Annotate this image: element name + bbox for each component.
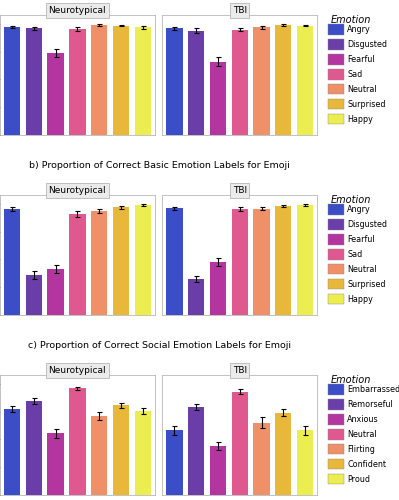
Bar (47, 53, 64, 135)
FancyBboxPatch shape (328, 39, 344, 50)
Bar (26, 401, 42, 495)
Bar (91, 25, 107, 135)
Bar (275, 25, 292, 135)
Bar (134, 411, 151, 495)
FancyBboxPatch shape (328, 114, 344, 124)
FancyBboxPatch shape (328, 24, 344, 34)
Bar (134, 205, 151, 315)
Text: Disgusted: Disgusted (347, 40, 387, 49)
FancyBboxPatch shape (328, 264, 344, 274)
Text: c) Proportion of Correct Social Emotion Labels for Emoji: c) Proportion of Correct Social Emotion … (28, 341, 291, 350)
FancyBboxPatch shape (328, 384, 344, 394)
Bar (253, 208, 270, 315)
FancyBboxPatch shape (328, 474, 344, 484)
Bar (297, 430, 313, 495)
FancyBboxPatch shape (328, 279, 344, 289)
Text: Fearful: Fearful (347, 235, 375, 244)
Bar (188, 30, 204, 135)
Bar (113, 405, 129, 495)
Text: Neutral: Neutral (347, 264, 377, 274)
Bar (4, 409, 20, 495)
Text: Proud: Proud (347, 474, 370, 484)
FancyBboxPatch shape (328, 429, 344, 440)
Text: Angry: Angry (347, 25, 371, 34)
Bar (47, 434, 64, 495)
Bar (275, 206, 292, 315)
Bar (231, 392, 248, 495)
Text: Flirting: Flirting (347, 444, 375, 454)
FancyBboxPatch shape (328, 414, 344, 424)
Text: Angry: Angry (347, 205, 371, 214)
FancyBboxPatch shape (328, 219, 344, 230)
Title: Neurotypical: Neurotypical (49, 366, 106, 375)
Text: Remorseful: Remorseful (347, 400, 393, 409)
Bar (26, 275, 42, 315)
Text: Sad: Sad (347, 70, 362, 78)
Bar (231, 209, 248, 315)
Bar (113, 26, 129, 135)
Text: Happy: Happy (347, 114, 373, 124)
Text: Anxious: Anxious (347, 415, 379, 424)
FancyBboxPatch shape (328, 234, 344, 244)
Title: TBI: TBI (233, 6, 247, 15)
Text: Surprised: Surprised (347, 280, 385, 288)
Title: Neurotypical: Neurotypical (49, 186, 106, 195)
Title: TBI: TBI (233, 366, 247, 375)
Bar (188, 407, 204, 495)
Bar (210, 262, 226, 315)
FancyBboxPatch shape (328, 54, 344, 64)
Bar (4, 26, 20, 135)
Text: Sad: Sad (347, 250, 362, 258)
Bar (275, 412, 292, 495)
FancyBboxPatch shape (328, 249, 344, 260)
Bar (297, 205, 313, 315)
Text: Embarrassed: Embarrassed (347, 385, 399, 394)
Text: Confident: Confident (347, 460, 386, 468)
Title: TBI: TBI (233, 186, 247, 195)
Bar (113, 208, 129, 315)
Bar (253, 423, 270, 495)
Bar (166, 430, 182, 495)
Text: Emotion: Emotion (331, 375, 371, 385)
Bar (91, 416, 107, 495)
FancyBboxPatch shape (328, 84, 344, 94)
Text: Neutral: Neutral (347, 84, 377, 94)
Bar (4, 209, 20, 315)
Bar (134, 28, 151, 135)
Text: Emotion: Emotion (331, 195, 371, 205)
Bar (69, 388, 85, 495)
Bar (297, 26, 313, 135)
Bar (188, 279, 204, 315)
Bar (231, 30, 248, 135)
Bar (166, 28, 182, 135)
Bar (47, 269, 64, 315)
Bar (69, 29, 85, 135)
Text: Neutral: Neutral (347, 430, 377, 438)
Bar (166, 208, 182, 315)
Bar (210, 62, 226, 135)
Bar (91, 211, 107, 315)
FancyBboxPatch shape (328, 399, 344, 409)
FancyBboxPatch shape (328, 204, 344, 214)
Bar (210, 446, 226, 495)
Text: Fearful: Fearful (347, 55, 375, 64)
FancyBboxPatch shape (328, 459, 344, 469)
Text: b) Proportion of Correct Basic Emotion Labels for Emoji: b) Proportion of Correct Basic Emotion L… (29, 161, 290, 170)
Text: Disgusted: Disgusted (347, 220, 387, 229)
Text: Happy: Happy (347, 294, 373, 304)
Bar (69, 214, 85, 315)
Bar (253, 28, 270, 135)
Text: Emotion: Emotion (331, 15, 371, 25)
FancyBboxPatch shape (328, 294, 344, 304)
FancyBboxPatch shape (328, 69, 344, 80)
Title: Neurotypical: Neurotypical (49, 6, 106, 15)
Text: Surprised: Surprised (347, 100, 385, 108)
Bar (26, 28, 42, 135)
FancyBboxPatch shape (328, 99, 344, 110)
FancyBboxPatch shape (328, 444, 344, 454)
